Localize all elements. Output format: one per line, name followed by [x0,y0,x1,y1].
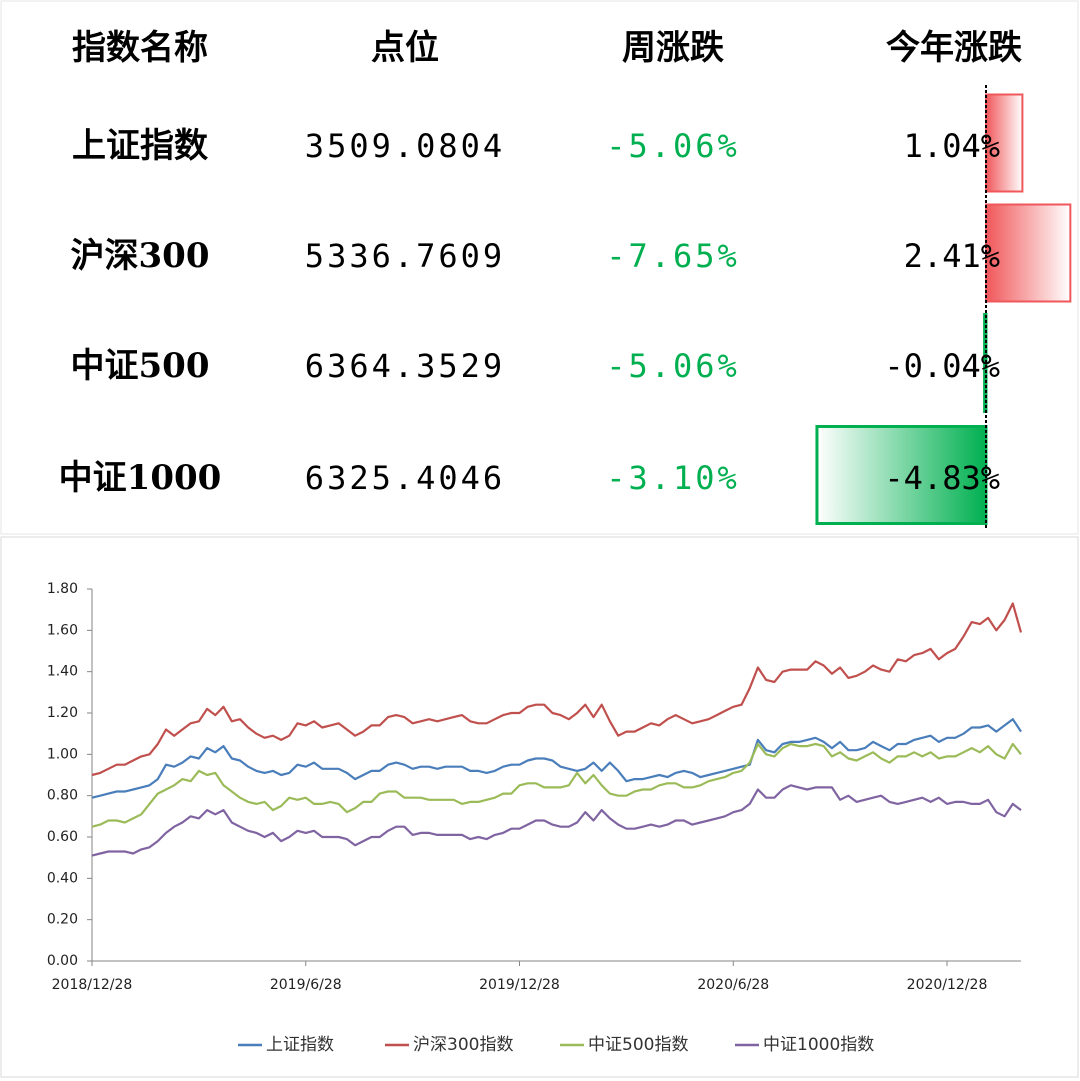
y-tick-label: 1.00 [47,746,78,762]
legend-label: 中证1000指数 [763,1035,874,1055]
legend-label: 上证指数 [266,1035,334,1055]
ytd-bar [985,93,1024,193]
y-tick-label: 0.80 [47,788,78,804]
y-tick-label: 1.60 [47,622,78,638]
index-name: 中证1000 [59,458,222,498]
ytd-bar [985,203,1072,303]
x-tick-label: 2020/12/28 [907,977,988,993]
index-name: 上证指数 [72,126,208,166]
ytd-label: -0.04% [884,347,1000,385]
y-tick-label: 0.60 [47,829,78,845]
index-points: 5336.7609 [305,237,505,275]
series-line [91,784,1022,857]
index-points: 6364.3529 [305,347,505,385]
column-header: 点位 [371,28,439,68]
y-tick-label: 0.20 [47,912,78,928]
y-tick-label: 0.00 [47,953,78,969]
index-name: 沪深300 [71,236,210,276]
weekly-change: -5.06% [606,127,740,165]
series-line [91,602,1023,777]
ytd-label: 1.04% [904,127,1000,165]
y-tick-label: 1.40 [47,664,78,680]
weekly-change: -3.10% [606,459,740,497]
x-tick-label: 2018/12/28 [52,977,133,993]
y-tick-label: 1.20 [47,705,78,721]
series-line [91,742,1022,828]
index-name: 中证500 [71,346,210,386]
ytd-label: 2.41% [904,237,1000,275]
weekly-change: -7.65% [606,237,740,275]
legend-label: 中证500指数 [588,1035,688,1055]
y-tick-label: 1.80 [47,581,78,597]
series-line [91,718,1022,799]
weekly-change: -5.06% [606,347,740,385]
x-tick-label: 2019/12/28 [479,977,560,993]
column-header: 今年涨跌 [886,28,1022,68]
ytd-label: -4.83% [884,459,1000,497]
x-tick-label: 2020/6/28 [697,977,769,993]
y-tick-label: 0.40 [47,870,78,886]
column-header: 周涨跌 [622,28,724,68]
index-points: 6325.4046 [305,459,505,497]
index-points: 3509.0804 [305,127,505,165]
x-tick-label: 2019/6/28 [270,977,342,993]
legend-label: 沪深300指数 [413,1035,513,1055]
column-header: 指数名称 [72,28,208,68]
chart-panel [0,536,1079,1078]
